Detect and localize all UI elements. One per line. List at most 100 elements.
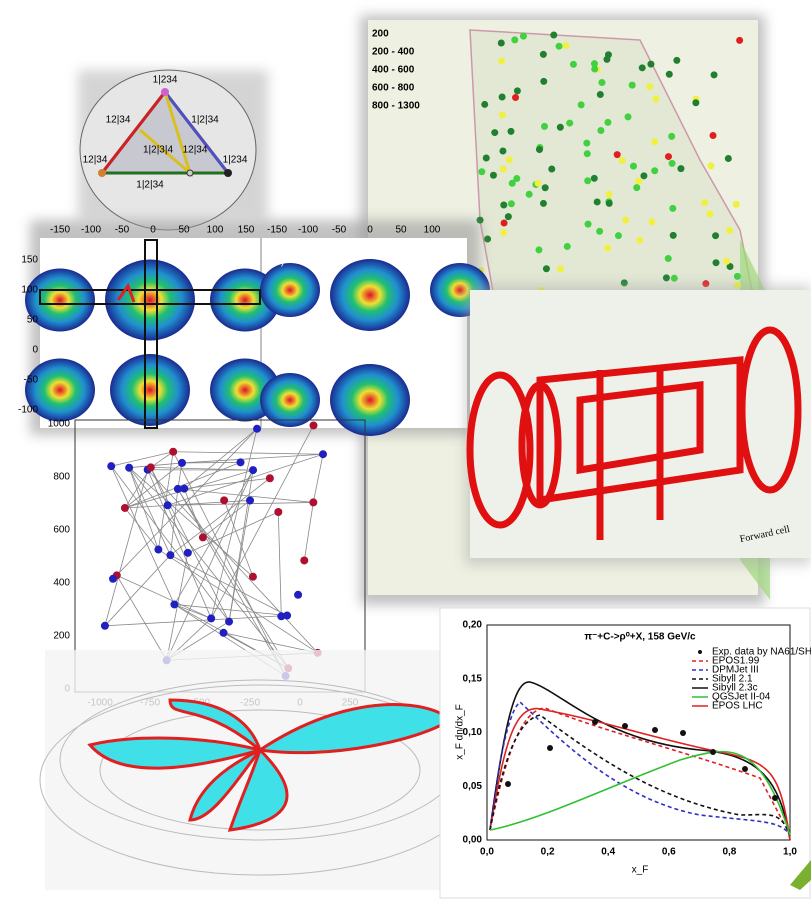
map-marker [512, 94, 519, 101]
map-marker [513, 175, 520, 182]
edge [170, 555, 287, 615]
node [246, 496, 254, 504]
node [300, 556, 308, 564]
vertex-label: 12|34 [106, 115, 131, 126]
spiral-panel [40, 650, 495, 890]
map-marker [598, 79, 605, 86]
plot-title: π⁻+C->ρ⁰+X, 158 GeV/c [584, 632, 696, 643]
node [178, 459, 186, 467]
y-tick-label: 50 [27, 315, 39, 326]
map-marker [583, 140, 590, 147]
node [125, 464, 133, 472]
node [309, 498, 317, 506]
y-tick-label: 0,05 [463, 781, 483, 792]
node [249, 466, 257, 474]
vertex-label: 1|234 [223, 155, 248, 166]
y-tick-label: 0,15 [463, 673, 483, 684]
map-marker [677, 165, 684, 172]
map-marker [668, 133, 675, 140]
map-marker [596, 228, 603, 235]
x-tick-label: 100 [207, 225, 224, 236]
map-marker [536, 146, 543, 153]
y-tick-label: 150 [21, 255, 38, 266]
node [107, 462, 115, 470]
edge [125, 508, 158, 550]
map-marker [591, 175, 598, 182]
plot-panel: π⁻+C->ρ⁰+X, 158 GeV/c x_F dn/dx_F x_F 0,… [440, 608, 811, 898]
map-marker [710, 132, 717, 139]
density-blob [330, 259, 410, 331]
map-marker [629, 82, 636, 89]
vertex-label: 1|2|34 [191, 115, 219, 126]
node [225, 618, 233, 626]
map-marker [506, 156, 513, 163]
node [220, 496, 228, 504]
map-marker [566, 120, 573, 127]
map-marker [604, 119, 611, 126]
x-tick-label: -150 [267, 225, 287, 236]
map-legend-entry: 200 - 400 [372, 47, 415, 58]
map-marker [511, 36, 518, 43]
map-marker [541, 123, 548, 130]
edge [111, 452, 173, 466]
map-marker [499, 111, 506, 118]
vertex-label: 12|34 [83, 155, 108, 166]
map-marker [578, 101, 585, 108]
map-marker [711, 71, 718, 78]
map-marker [622, 217, 629, 224]
node [283, 612, 291, 620]
y-tick-label: 0 [32, 345, 38, 356]
map-marker [666, 71, 673, 78]
map-marker [535, 246, 542, 253]
edge [278, 512, 281, 616]
y-tick-label: -100 [18, 405, 38, 416]
node [319, 450, 327, 458]
map-marker [507, 128, 514, 135]
edge [117, 575, 167, 660]
y-tick-label: 1000 [48, 419, 71, 430]
y-tick-label: 0,10 [463, 727, 483, 738]
map-marker [535, 180, 542, 187]
y-tick-label: 800 [53, 472, 70, 483]
x-tick-label: -150 [50, 225, 70, 236]
node [109, 575, 117, 583]
map-marker [669, 205, 676, 212]
map-marker [625, 113, 632, 120]
node [147, 463, 155, 471]
x-tick-label: 100 [424, 225, 441, 236]
y-tick-label: 0,00 [463, 835, 483, 846]
triangle-panel: 1|23412|341|2|3412|341|2341|2|3|412|341|… [78, 70, 268, 230]
vertex-label: 12|34 [183, 145, 208, 156]
edge [173, 452, 323, 455]
x-tick-label: 1,0 [783, 847, 797, 858]
panel-label: (a) [60, 257, 72, 268]
x-tick-label: 0,2 [541, 847, 555, 858]
map-marker [633, 184, 640, 191]
map-marker [540, 51, 547, 58]
map-marker [619, 157, 626, 164]
edge [151, 467, 188, 552]
map-marker [514, 87, 521, 94]
map-marker [490, 172, 497, 179]
map-marker [540, 78, 547, 85]
edge [129, 463, 182, 468]
node [170, 600, 178, 608]
map-marker [498, 57, 505, 64]
x-tick-label: 0,8 [722, 847, 736, 858]
x-tick-label: 0,0 [480, 847, 494, 858]
map-marker [669, 160, 676, 167]
map-marker [481, 101, 488, 108]
map-marker [663, 274, 670, 281]
map-marker [520, 33, 527, 40]
node [164, 501, 172, 509]
x-tick-label: 0 [367, 225, 373, 236]
vertex-label: 1|234 [153, 75, 178, 86]
node [166, 551, 174, 559]
map-marker [594, 198, 601, 205]
map-marker [564, 243, 571, 250]
map-legend-entry: 400 - 600 [372, 65, 415, 76]
map-marker [640, 172, 647, 179]
node [101, 622, 109, 630]
map-marker [726, 227, 733, 234]
x-tick-label: 0 [150, 225, 156, 236]
